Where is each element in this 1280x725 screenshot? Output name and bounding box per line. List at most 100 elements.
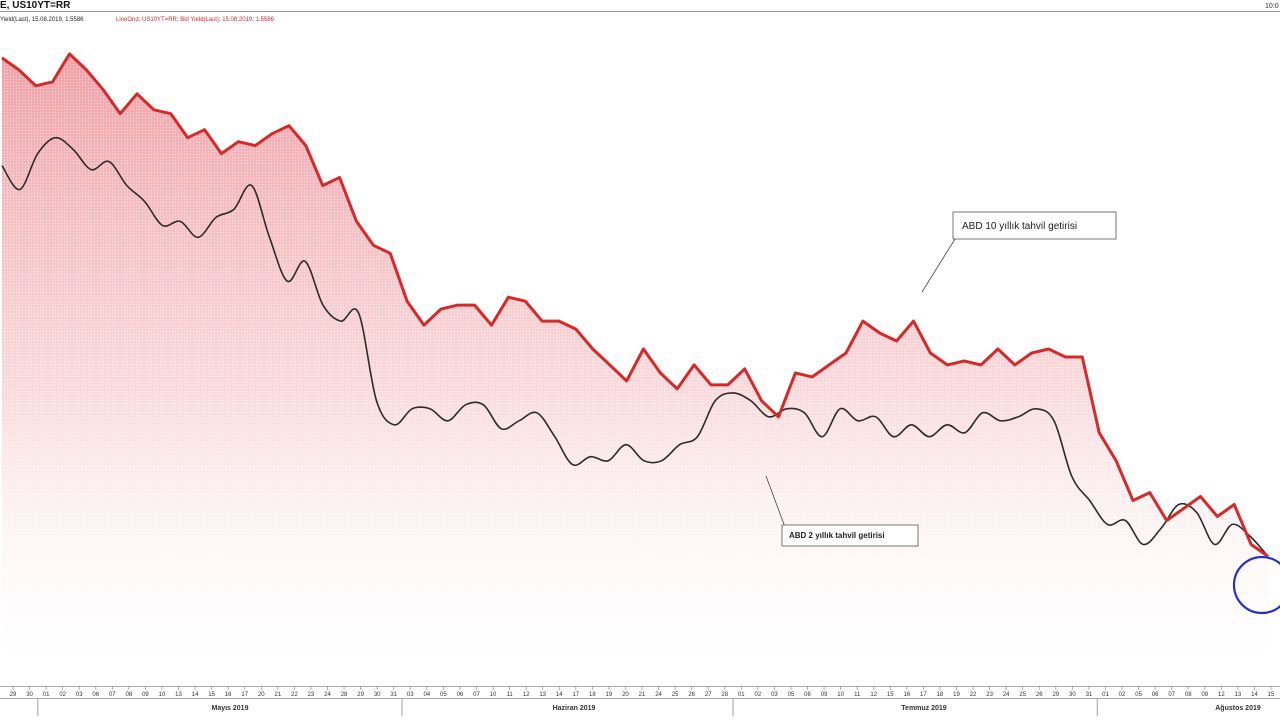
- x-tick-label: 24: [655, 692, 662, 698]
- x-tick-label: 19: [606, 692, 613, 698]
- month-label: Ağustos 2019: [1215, 705, 1261, 712]
- x-tick-label: 08: [804, 692, 811, 698]
- x-tick-label: 24: [1003, 692, 1010, 698]
- x-tick-label: 16: [903, 692, 910, 698]
- x-tick-label: 01: [738, 692, 745, 698]
- x-tick-label: 29: [1052, 692, 1059, 698]
- x-tick-label: 10: [490, 692, 497, 698]
- x-tick-label: 13: [1235, 692, 1242, 698]
- month-label: Temmuz 2019: [901, 705, 946, 712]
- x-tick-label: 12: [1218, 692, 1225, 698]
- x-tick-label: 17: [572, 692, 579, 698]
- chart-title: E, US10YT=RR: [0, 0, 71, 11]
- callout-two-year-box: [781, 524, 919, 547]
- area-dot-texture: [2, 53, 1268, 668]
- x-tick-label: 15: [208, 692, 215, 698]
- x-tick-label: 30: [26, 692, 33, 698]
- x-tick-label: 09: [1201, 692, 1208, 698]
- x-tick-label: 30: [1069, 692, 1076, 698]
- x-tick-label: 13: [175, 692, 182, 698]
- x-tick-label: 14: [556, 692, 563, 698]
- x-tick-label: 19: [953, 692, 960, 698]
- corner-label: 10:0: [1265, 3, 1279, 10]
- x-tick-label: 30: [374, 692, 381, 698]
- x-axis: 29 30 01 02 03 06 07 08 09 10 13 14 15 16 17 20 21 22 23 24…: [0, 686, 1280, 716]
- callout-ten-year-box: [952, 211, 1117, 240]
- x-tick-label: 10: [837, 692, 844, 698]
- x-tick-label: 11: [854, 692, 861, 698]
- x-tick-label: 03: [407, 692, 414, 698]
- x-tick-label: 24: [324, 692, 331, 698]
- x-tick-label: 29: [10, 692, 17, 698]
- x-tick-label: 31: [1086, 692, 1093, 698]
- x-tick-label: 20: [622, 692, 629, 698]
- x-tick-label: 31: [390, 692, 397, 698]
- x-tick-label: 18: [937, 692, 944, 698]
- callout-ten-year-text: ABD 10 yıllık tahvil getirisi: [962, 221, 1077, 232]
- x-tick-label: 26: [1036, 692, 1043, 698]
- x-tick-label: 06: [1152, 692, 1159, 698]
- x-tick-label: 28: [721, 692, 728, 698]
- x-tick-label: 16: [225, 692, 232, 698]
- x-tick-label: 12: [870, 692, 877, 698]
- x-tick-label: 04: [423, 692, 430, 698]
- x-tick-label: 07: [109, 692, 116, 698]
- x-tick-label: 08: [126, 692, 133, 698]
- callout-two-year-leader: [765, 475, 786, 528]
- x-tick-label: 05: [440, 692, 447, 698]
- x-tick-label: 14: [192, 692, 199, 698]
- x-tick-label: 23: [308, 692, 315, 698]
- x-tick-label: 15: [887, 692, 894, 698]
- two-year-yield-line: [1, 136, 1269, 557]
- x-tick-label: 25: [672, 692, 679, 698]
- x-tick-label: 17: [241, 692, 248, 698]
- x-tick-label: 11: [506, 692, 513, 698]
- x-tick-label: 01: [43, 692, 50, 698]
- x-tick-label: 18: [589, 692, 596, 698]
- legend-black-text: Yield(Last), 15.08.2019, 1.5586: [0, 17, 84, 23]
- month-label: Haziran 2019: [553, 705, 596, 712]
- x-tick-label: 28: [341, 692, 348, 698]
- x-tick-label: 02: [755, 692, 762, 698]
- x-tick-label: 14: [1251, 692, 1258, 698]
- x-tick-label: 05: [788, 692, 795, 698]
- x-tick-label: 25: [1019, 692, 1026, 698]
- x-tick-label: 09: [142, 692, 149, 698]
- callout-two-year: ABD 2 yıllık tahvil getirisi: [765, 475, 919, 547]
- x-tick-label: 09: [821, 692, 828, 698]
- x-tick-label: 07: [473, 692, 480, 698]
- x-tick-label: 10: [159, 692, 166, 698]
- x-tick-label: 27: [705, 692, 712, 698]
- x-tick-label: 13: [539, 692, 546, 698]
- x-tick-label: 02: [1119, 692, 1126, 698]
- callout-ten-year: ABD 10 yıllık tahvil getirisi: [921, 211, 1117, 293]
- x-tick-label: 15: [1268, 692, 1275, 698]
- x-tick-label: 17: [920, 692, 927, 698]
- x-tick-label: 07: [1168, 692, 1175, 698]
- x-tick-label: 06: [457, 692, 464, 698]
- callout-ten-year-leader: [921, 238, 956, 293]
- x-tick-label: 21: [274, 692, 281, 698]
- x-tick-label: 21: [639, 692, 646, 698]
- x-tick-label: 22: [291, 692, 298, 698]
- x-tick-label: 22: [970, 692, 977, 698]
- x-tick-label: 26: [688, 692, 695, 698]
- x-tick-label: 08: [1185, 692, 1192, 698]
- x-tick-label: 05: [1135, 692, 1142, 698]
- ten-year-yield-line: [1, 52, 1269, 558]
- x-tick-label: 23: [986, 692, 993, 698]
- x-tick-label: 29: [357, 692, 364, 698]
- legend-red-text: LineOnd; US10YT=RR; Bid Yield(Last); 15.…: [116, 17, 275, 23]
- x-tick-label: 12: [523, 692, 530, 698]
- x-tick-label: 03: [76, 692, 83, 698]
- highlight-circle: [1232, 555, 1280, 615]
- x-tick-label: 02: [59, 692, 66, 698]
- callout-two-year-text: ABD 2 yıllık tahvil getirisi: [789, 531, 885, 540]
- x-tick-label: 03: [771, 692, 778, 698]
- x-tick-label: 01: [1102, 692, 1109, 698]
- month-label: Mayıs 2019: [212, 705, 249, 712]
- x-tick-label: 06: [92, 692, 99, 698]
- x-tick-label: 20: [258, 692, 265, 698]
